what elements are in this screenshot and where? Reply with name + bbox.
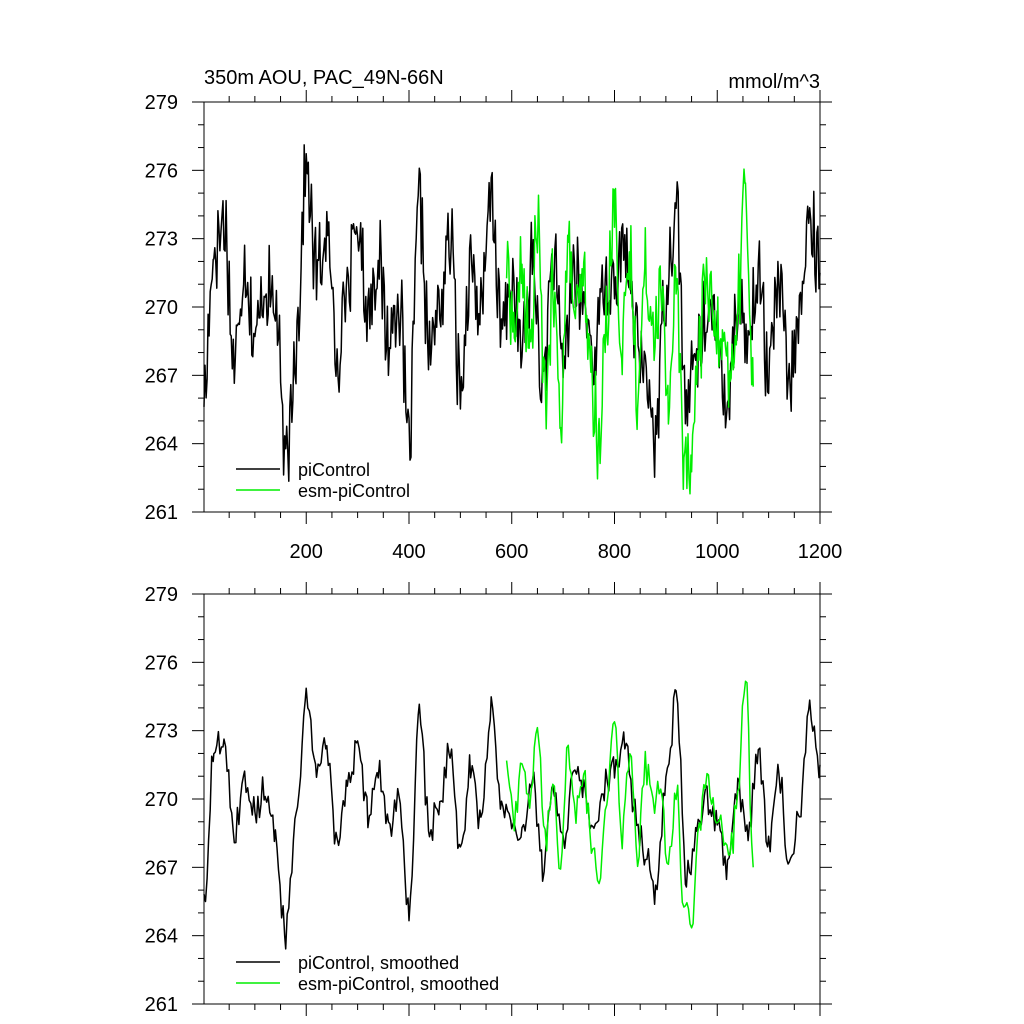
y-axis: 261 264 267 270 273 276 279	[145, 92, 832, 524]
legend-label-esm-picontrol: esm-piControl	[298, 481, 410, 501]
series-layer	[203, 680, 821, 950]
x-tick-label: 800	[598, 541, 631, 563]
legend-label-picontrol-smoothed: piControl, smoothed	[298, 953, 459, 973]
series-line-esm-picontrol-smoothed	[505, 680, 754, 929]
series-line-esm-picontrol	[505, 168, 754, 495]
units-label: mmol/m^3	[728, 71, 820, 93]
y-tick-label: 264	[145, 434, 178, 456]
series-line-picontrol-smoothed	[203, 687, 821, 950]
chart-title: 350m AOU, PAC_49N-66N	[204, 67, 444, 89]
x-axis	[228, 582, 821, 1016]
legend-label-picontrol: piControl	[298, 460, 370, 480]
y-tick-label: 270	[145, 297, 178, 319]
y-tick-label: 267	[145, 857, 178, 879]
x-tick-label: 1000	[695, 541, 740, 563]
x-tick-label: 400	[392, 541, 425, 563]
y-tick-label: 261	[145, 502, 178, 524]
y-tick-label: 264	[145, 926, 178, 948]
legend: piControl, smoothed esm-piControl, smoot…	[236, 953, 499, 994]
x-tick-label: 200	[290, 541, 323, 563]
y-tick-label: 267	[145, 365, 178, 387]
y-tick-label: 273	[145, 229, 178, 251]
y-tick-label: 276	[145, 652, 178, 674]
series-layer	[203, 144, 821, 495]
x-axis: 200 400 600 800 1000 1200	[228, 90, 843, 563]
y-tick-label: 261	[145, 994, 178, 1016]
y-tick-label: 273	[145, 721, 178, 743]
legend: piControl esm-piControl	[236, 460, 410, 501]
legend-label-esm-picontrol-smoothed: esm-piControl, smoothed	[298, 974, 499, 994]
y-axis: 261 264 267 270 273 276 279	[145, 584, 832, 1016]
x-tick-label: 1200	[798, 541, 843, 563]
y-tick-label: 270	[145, 789, 178, 811]
x-tick-label: 600	[495, 541, 528, 563]
y-tick-label: 279	[145, 584, 178, 606]
panel-top: 350m AOU, PAC_49N-66N mmol/m^3 261 264 267…	[145, 67, 843, 563]
y-tick-label: 276	[145, 160, 178, 182]
panel-bottom: 261 264 267 270 273 276 279 piControl, smoothe…	[145, 582, 832, 1016]
y-tick-label: 279	[145, 92, 178, 114]
